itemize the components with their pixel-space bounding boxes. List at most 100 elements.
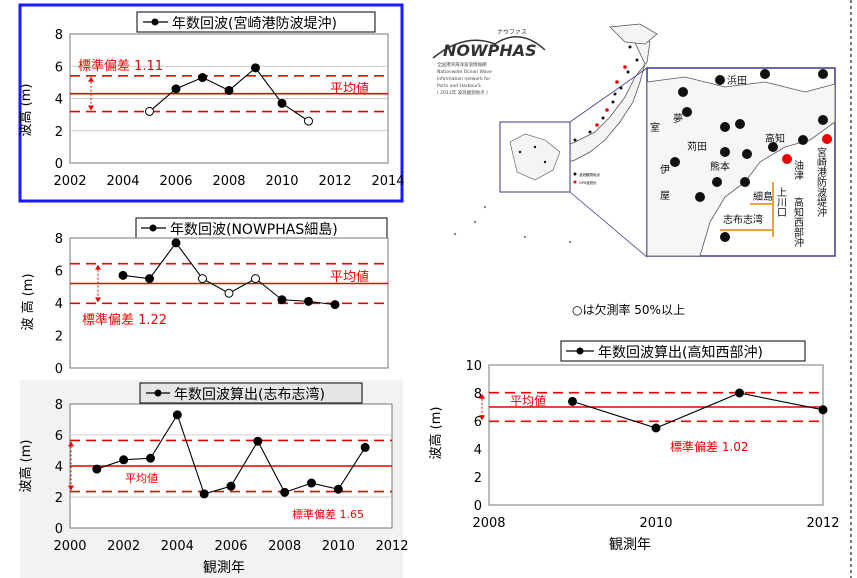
chart-title-box bbox=[139, 382, 363, 404]
place-label: 高知西部沖 bbox=[792, 196, 804, 248]
zoom-line bbox=[569, 191, 648, 258]
logo-kana: ナウファス bbox=[497, 28, 527, 36]
y-axis-label: 波高 (m) bbox=[18, 84, 34, 137]
std-arrow-head-up bbox=[95, 264, 101, 270]
chart-title: 年数回波算出(志布志湾) bbox=[174, 386, 325, 403]
data-point bbox=[277, 98, 287, 108]
x-tick-label: 2000 bbox=[53, 539, 86, 554]
x-tick-label: 2002 bbox=[53, 174, 86, 189]
x-tick-label: 2002 bbox=[107, 539, 140, 554]
data-point bbox=[333, 484, 343, 494]
x-tick-label: 2010 bbox=[265, 174, 298, 189]
data-point bbox=[146, 453, 155, 463]
data-point bbox=[145, 274, 154, 284]
place-label: 室 bbox=[648, 121, 660, 132]
y-axis-label: 波高 (m) bbox=[428, 407, 444, 460]
map-title-line: ( 2011年 波浪観測地点 ) bbox=[437, 89, 488, 96]
y-tick-label: 2 bbox=[55, 491, 63, 506]
place-label: 上川口 bbox=[775, 187, 787, 217]
x-tick-label: 2006 bbox=[159, 174, 192, 189]
place-label: 高知 bbox=[765, 132, 785, 145]
data-point bbox=[145, 106, 154, 116]
x-tick-label: 2004 bbox=[161, 539, 194, 554]
data-point bbox=[277, 295, 287, 305]
chart-title-box bbox=[136, 11, 376, 33]
std-arrow-head-down bbox=[479, 415, 485, 421]
series-line bbox=[572, 392, 824, 429]
map-title-line: Ports and HarbourS bbox=[437, 83, 481, 89]
chart-title: 年数回波(宮崎港防波堤沖) bbox=[172, 16, 337, 32]
chart-title-box bbox=[560, 340, 806, 362]
place-label: 屋 bbox=[658, 190, 670, 200]
data-point bbox=[171, 84, 181, 94]
chart-frame-highlight bbox=[18, 3, 404, 203]
x-axis-label: 観測年 bbox=[609, 536, 651, 553]
y-tick-label: 2 bbox=[55, 330, 63, 345]
gps-dots-main bbox=[595, 65, 627, 127]
title-legend-marker bbox=[576, 347, 584, 355]
title-legend-marker bbox=[154, 389, 162, 397]
y-tick-label: 0 bbox=[55, 362, 63, 377]
place-label: 熊本 bbox=[710, 160, 730, 173]
data-point bbox=[251, 274, 260, 284]
x-tick-label: 2004 bbox=[106, 174, 139, 189]
data-point bbox=[735, 388, 744, 398]
y-tick-label: 8 bbox=[55, 28, 63, 43]
mean-label: 平均値 bbox=[330, 81, 369, 97]
y-tick-label: 8 bbox=[55, 398, 63, 413]
title-legend-marker bbox=[149, 224, 157, 232]
inset-place-labels: 浜田 室 夢 苅田 熊本 高知 上川口 油津 細島 志布志湾 高知西部沖 宮崎港… bbox=[648, 75, 827, 248]
map-title-line: 全国港湾海洋波浪情報網 bbox=[437, 61, 487, 68]
data-point bbox=[92, 464, 102, 474]
data-point bbox=[568, 396, 577, 406]
x-tick-label: 2012 bbox=[318, 174, 351, 189]
y-tick-label: 6 bbox=[55, 429, 63, 444]
zoom-line bbox=[569, 67, 648, 123]
place-label: 細島 bbox=[753, 190, 773, 203]
data-point bbox=[280, 487, 290, 497]
y-tick-label: 0 bbox=[474, 499, 482, 514]
place-label: 油津 bbox=[792, 159, 804, 181]
place-label: 苅田 bbox=[687, 140, 707, 153]
y-tick-label: 4 bbox=[55, 460, 63, 475]
y-tick-label: 8 bbox=[55, 232, 63, 247]
std-arrow-head-down bbox=[95, 297, 101, 303]
y-tick-label: 6 bbox=[55, 60, 63, 75]
y-tick-label: 0 bbox=[55, 522, 63, 537]
place-label: 夢 bbox=[673, 112, 683, 125]
data-point bbox=[360, 442, 370, 452]
nowphas-logo: NOWPHAS ナウファス bbox=[432, 28, 546, 60]
y-tick-label: 8 bbox=[474, 387, 482, 402]
nowphas-map: NOWPHAS ナウファス 全国港湾海洋波浪情報網 Nationwide Oce… bbox=[432, 23, 836, 258]
data-point bbox=[330, 300, 340, 310]
hokkaido-outline bbox=[609, 23, 658, 45]
std-arrow-head-down bbox=[68, 485, 74, 491]
std-arrow-head-up bbox=[88, 76, 94, 82]
islands bbox=[453, 205, 572, 244]
y-tick-label: 0 bbox=[55, 157, 63, 172]
mean-label: 平均値 bbox=[330, 269, 369, 285]
data-point bbox=[253, 436, 263, 446]
std-arrow-head-down bbox=[88, 105, 94, 111]
x-tick-label: 2008 bbox=[268, 539, 301, 554]
y-tick-label: 2 bbox=[55, 125, 63, 140]
data-point bbox=[119, 455, 129, 465]
x-tick-label: 2008 bbox=[212, 174, 245, 189]
legend-station: 波浪観測地点 bbox=[579, 172, 600, 177]
place-label: 志布志湾 bbox=[723, 213, 763, 226]
std-arrow-head-up bbox=[68, 441, 74, 447]
map-title-lines: 全国港湾海洋波浪情報網 Nationwide Ocean Wave inform… bbox=[437, 61, 492, 96]
y-tick-label: 2 bbox=[474, 471, 482, 486]
area-lines bbox=[720, 182, 774, 237]
y-axis-label: 波高 (m) bbox=[18, 440, 34, 493]
y-tick-label: 4 bbox=[55, 93, 63, 108]
y-tick-label: 6 bbox=[55, 265, 63, 280]
data-point bbox=[307, 478, 316, 488]
data-point bbox=[172, 410, 182, 420]
missing-rate-note: ○は欠測率 50%以上 bbox=[572, 302, 685, 317]
data-point bbox=[251, 63, 260, 73]
